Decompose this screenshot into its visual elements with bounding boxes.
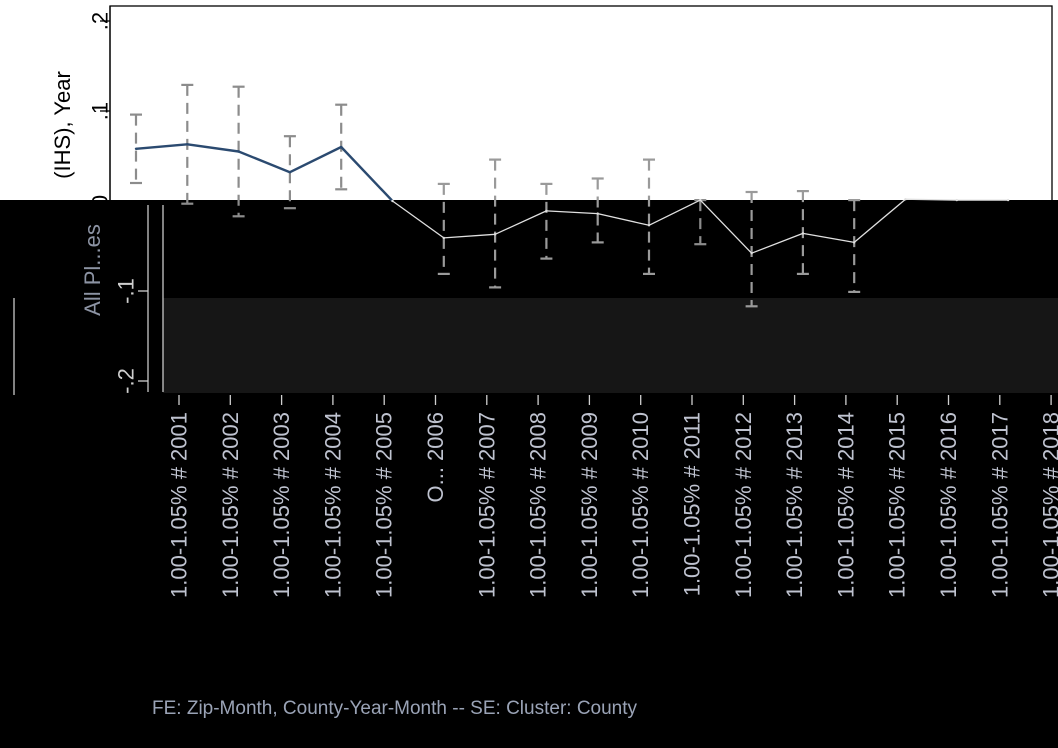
x-tick-label-3: 1.00-1.05% # 2004 <box>320 412 345 598</box>
x-tick-label-10: 1.00-1.05% # 2011 <box>680 412 705 596</box>
estimate-segment-4 <box>340 146 394 202</box>
y-tick-label-4: -.2 <box>114 368 139 394</box>
x-tick-label-6: 1.00-1.05% # 2007 <box>474 412 499 598</box>
chart-upper-panel <box>0 0 1058 200</box>
y-axis-title-lower: All Pl...es <box>80 224 105 316</box>
x-tick-label-8: 1.00-1.05% # 2009 <box>577 412 602 598</box>
estimate-point-7 <box>493 233 497 236</box>
y-axis-title: (IHS), Year <box>50 71 75 179</box>
x-tick-label-16: 1.00-1.05% # 2017 <box>987 412 1012 598</box>
chart-footnote: FE: Zip-Month, County-Year-Month -- SE: … <box>152 698 638 719</box>
estimate-point-2 <box>237 150 240 153</box>
estimate-segment-11 <box>699 199 753 254</box>
estimate-segment-8 <box>546 210 598 215</box>
estimate-segment-9 <box>597 212 650 226</box>
estimate-point-15 <box>904 198 907 201</box>
x-tick-label-15: 1.00-1.05% # 2016 <box>936 412 961 598</box>
estimate-segment-3 <box>289 145 342 174</box>
estimate-point-8 <box>545 209 548 213</box>
y-tick-label-2: 0 <box>88 195 113 207</box>
estimate-segment-7 <box>494 210 547 235</box>
x-tick-label-2: 1.00-1.05% # 2003 <box>269 412 294 598</box>
x-tick-label-0: 1.00-1.05% # 2001 <box>167 412 192 598</box>
x-tick-label-12: 1.00-1.05% # 2013 <box>782 412 807 598</box>
x-tick-label-13: 1.00-1.05% # 2014 <box>833 412 858 598</box>
estimate-segment-6 <box>443 233 496 239</box>
estimate-point-3 <box>288 171 292 174</box>
estimate-segment-10 <box>648 199 701 226</box>
estimate-segment-15 <box>905 198 957 201</box>
estimate-point-9 <box>596 212 599 215</box>
y-tick-label-0: .2 <box>88 12 113 30</box>
x-tick-label-11: 1.00-1.05% # 2012 <box>731 412 756 598</box>
estimate-point-11 <box>699 198 702 202</box>
chart-lower-band <box>163 298 1058 393</box>
estimate-point-5 <box>391 199 394 203</box>
x-tick-label-14: 1.00-1.05% # 2015 <box>885 412 910 598</box>
estimate-point-0 <box>134 147 138 150</box>
estimate-segment-12 <box>751 232 804 254</box>
estimate-segment-14 <box>853 198 906 243</box>
estimate-segment-13 <box>802 232 855 244</box>
estimate-point-12 <box>750 252 753 255</box>
estimate-point-6 <box>442 236 445 240</box>
x-tick-label-1: 1.00-1.05% # 2002 <box>218 412 243 598</box>
estimate-point-1 <box>186 143 189 146</box>
estimate-point-13 <box>801 232 805 235</box>
x-tick-label-9: 1.00-1.05% # 2010 <box>628 412 653 598</box>
estimate-segment-2 <box>238 150 291 174</box>
estimate-segment-5 <box>392 200 445 239</box>
estimate-point-10 <box>647 224 651 227</box>
x-tick-label-17: 1.00-1.05% # 2018 <box>1039 412 1058 598</box>
estimate-segment-1 <box>187 143 239 153</box>
x-tick-label-7: 1.00-1.05% # 2008 <box>526 412 551 598</box>
estimate-point-17 <box>1006 198 1010 202</box>
plot-frame <box>109 5 1053 203</box>
y-tick-label-1: .1 <box>88 102 113 120</box>
estimate-segment-0 <box>135 143 188 150</box>
y-tick-label-3: -.1 <box>114 278 139 304</box>
x-tick-label-5: O... 2006 <box>423 412 448 503</box>
estimate-point-4 <box>340 145 343 149</box>
estimate-point-16 <box>955 198 958 202</box>
x-tick-label-4: 1.00-1.05% # 2005 <box>372 412 397 598</box>
estimate-point-14 <box>853 241 856 244</box>
